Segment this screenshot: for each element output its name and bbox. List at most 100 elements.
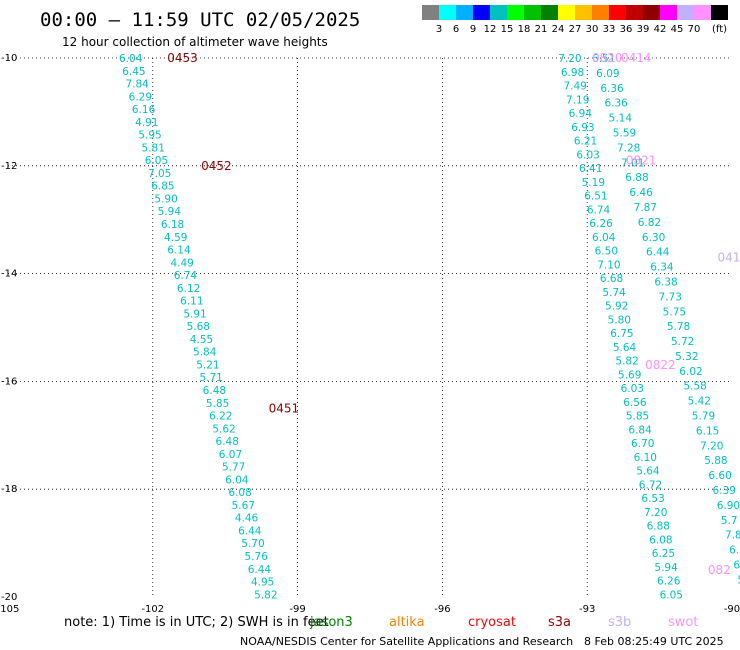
- swh-value: 7.05: [148, 168, 171, 180]
- colorbar-swatch: [643, 5, 660, 20]
- footer-credit: NOAA/NESDIS Center for Satellite Applica…: [240, 635, 573, 648]
- page-title: 00:00 — 11:59 UTC 02/05/2025: [40, 9, 360, 31]
- colorbar-swatch: [490, 5, 507, 20]
- swh-value: 5.76: [245, 551, 269, 563]
- satellite-legend-item: s3b: [608, 615, 631, 630]
- colorbar-swatch: [439, 5, 456, 20]
- swh-value: 6.08: [649, 534, 672, 546]
- swh-value: 7.84: [125, 79, 149, 91]
- pass-time-label: 0821: [626, 153, 657, 167]
- colorbar-swatch: [694, 5, 711, 20]
- swh-value: 6.04: [225, 474, 249, 486]
- page-subtitle: 12 hour collection of altimeter wave hei…: [62, 35, 328, 49]
- colorbar-swatch: [677, 5, 694, 20]
- swh-value: 6.53: [641, 493, 664, 505]
- swh-value: 6.88: [647, 521, 670, 533]
- time-labels: 04530452045108200414082104140822082: [167, 51, 740, 577]
- swh-value: 4.95: [251, 577, 274, 589]
- satellite-legend-item: cryosat: [468, 615, 516, 630]
- colorbar-label: 15: [501, 24, 514, 35]
- swh-value: 6.56: [623, 397, 647, 409]
- pass-time-label: 0822: [645, 358, 676, 372]
- swh-value: 6.26: [657, 576, 681, 588]
- swh-value: 5.62: [212, 423, 235, 435]
- satellite-legend-item: s3a: [548, 615, 571, 630]
- swh-value: 6.03: [576, 149, 599, 161]
- swh-value: 5.81: [142, 142, 165, 154]
- colorbar-label: 70: [688, 24, 701, 35]
- x-tick-label: -105: [0, 604, 19, 615]
- swh-value: 7.20: [644, 507, 667, 519]
- swh-value: 6.90: [717, 500, 740, 512]
- satellite-legend-item: altika: [389, 615, 425, 630]
- pass-time-label: 0820: [592, 51, 623, 65]
- swh-value: 6.08: [228, 487, 251, 499]
- colorbar-label: 30: [586, 24, 599, 35]
- pass-time-label: 0414: [621, 51, 652, 65]
- swh-value: 6.34: [650, 262, 674, 274]
- swh-value: 7.73: [659, 291, 682, 303]
- axes: -105 -102 -99 -96 -93 -90 -20 -18 -16 -14 -12 -10: [0, 53, 740, 615]
- swh-value: 6.05: [145, 155, 168, 167]
- swh-value: 6.15: [696, 425, 719, 437]
- swh-value: 5.94: [158, 206, 182, 218]
- colorbar: 3 6 9 12 15 18 21 24 27 30 33 36 39 42 45 70 (ft): [422, 5, 728, 35]
- pass-time-label: 0453: [167, 51, 198, 65]
- swh-value: 5.: [737, 574, 740, 586]
- pass-time-label: 0452: [201, 159, 232, 173]
- swh-value: 6.75: [610, 328, 633, 340]
- swh-value: 6.03: [621, 383, 644, 395]
- swh-value: 6.41: [579, 163, 602, 175]
- swh-value: 5.92: [605, 301, 628, 313]
- x-tick-label: -90: [724, 604, 740, 615]
- swh-value: 6.36: [604, 98, 628, 110]
- pass-time-label: 082: [708, 563, 731, 577]
- colorbar-swatch: [711, 5, 728, 20]
- swh-value: 6.07: [219, 449, 242, 461]
- swh-value: 4.46: [235, 513, 259, 525]
- x-tick-label: -99: [289, 604, 305, 615]
- y-tick-label: -18: [1, 484, 17, 495]
- swh-value: 5.82: [615, 356, 638, 368]
- swh-value: 5.64: [613, 342, 637, 354]
- swh-value: 5.69: [618, 369, 641, 381]
- swh-value: 6.51: [584, 191, 607, 203]
- swh-value: 6.39: [713, 485, 736, 497]
- swh-value: 5.71: [199, 372, 222, 384]
- colorbar-swatch: [422, 5, 439, 20]
- swh-value: 6.60: [708, 470, 731, 482]
- swh-value: 6.16: [132, 104, 156, 116]
- y-tick-label: -12: [1, 161, 17, 172]
- x-tick-label: -93: [579, 604, 595, 615]
- swh-value: 6.26: [589, 218, 613, 230]
- swh-value: 5.95: [138, 130, 161, 142]
- swh-value: 5.64: [636, 466, 660, 478]
- swh-value: 5.68: [187, 321, 210, 333]
- swh-value: 7.20: [558, 53, 581, 65]
- swh-value: 6.21: [574, 136, 597, 148]
- swh-value: 6.: [733, 560, 740, 572]
- swh-value: 6.25: [652, 548, 675, 560]
- swh-value: 6.44: [646, 247, 670, 259]
- colorbar-swatch: [660, 5, 677, 20]
- x-tick-label: -96: [434, 604, 450, 615]
- swh-value: 5.21: [196, 359, 219, 371]
- colorbar-swatch: [541, 5, 558, 20]
- satellite-legend-item: swot: [668, 615, 698, 630]
- colorbar-label: 33: [603, 24, 616, 35]
- swh-value: 6.85: [151, 181, 174, 193]
- swh-value: 6.02: [679, 366, 702, 378]
- swh-value: 6.44: [248, 564, 272, 576]
- swh-value: 6.04: [592, 232, 616, 244]
- swh-value: 4.55: [190, 334, 213, 346]
- colorbar-swatch: [626, 5, 643, 20]
- swh-value: 7.01: [621, 157, 644, 169]
- swh-value: 6.10: [634, 452, 657, 464]
- colorbar-label: 27: [569, 24, 582, 35]
- swh-value: 7.10: [597, 259, 620, 271]
- swh-value: 6.45: [122, 66, 145, 78]
- swh-value: 5.80: [608, 314, 631, 326]
- swh-value: 6.94: [569, 108, 593, 120]
- swh-value: 5.59: [613, 127, 636, 139]
- swh-value: 5.74: [602, 287, 626, 299]
